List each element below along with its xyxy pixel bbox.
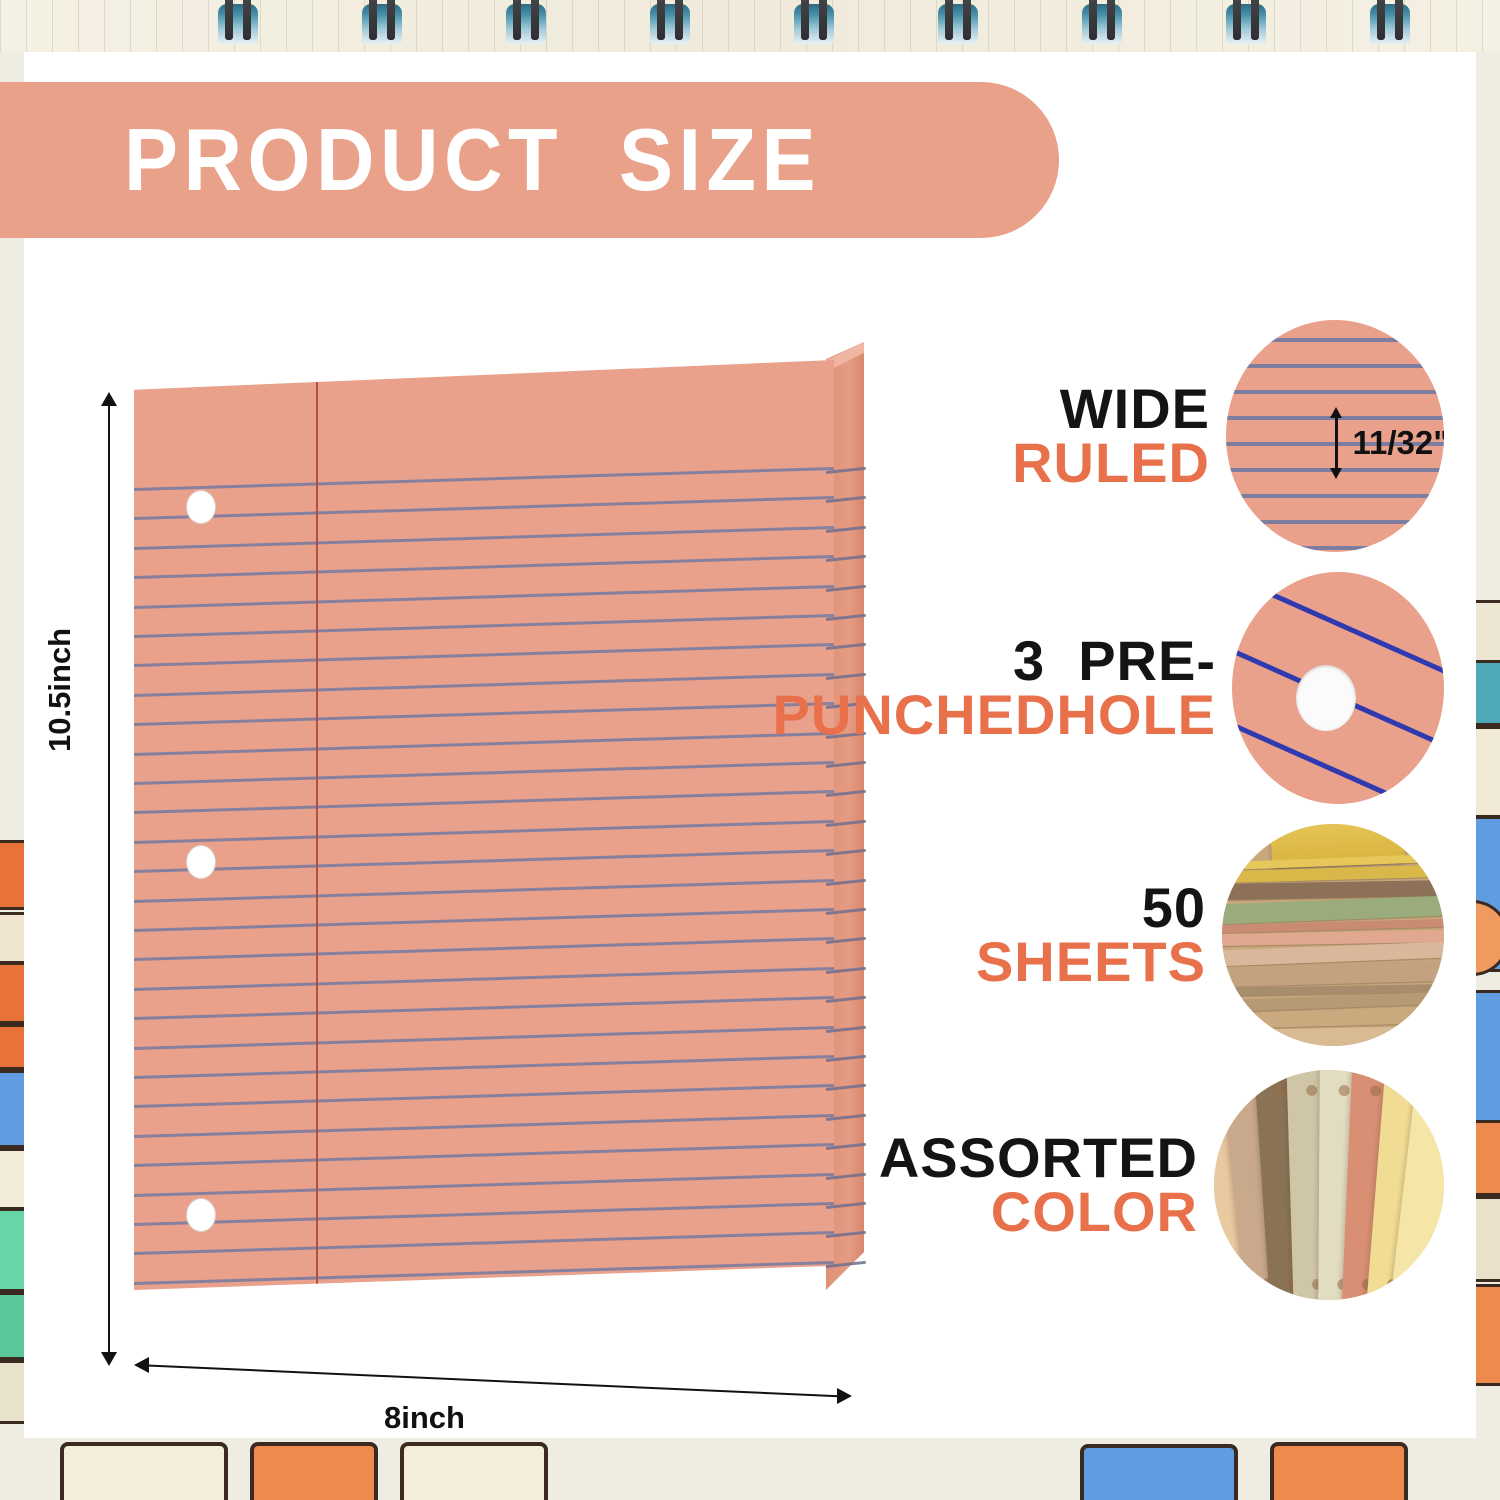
ruled-line [134, 907, 834, 932]
feature-sheet-count-line2: SHEETS [975, 930, 1206, 993]
width-arrow-head-right [837, 1388, 852, 1404]
feature-prepunched-hole-line1: 3 PRE- [1012, 629, 1216, 693]
spiral-ring [212, 0, 264, 44]
height-dimension-arrow [101, 392, 117, 1366]
swatch-ruled-line [1226, 520, 1444, 524]
line-height-measure-label: 11/32" [1352, 424, 1444, 461]
ruled-line [134, 671, 834, 697]
ruled-line [134, 642, 834, 668]
height-dimension-label: 10.5inch [42, 627, 77, 752]
ruled-line [134, 1259, 834, 1285]
ruled-lines-group [134, 360, 834, 1290]
ruled-line [134, 1171, 834, 1197]
width-arrow-bar [135, 1364, 848, 1398]
feature-prepunched-hole: 3 PRE- PUNCHEDHOLE [773, 572, 1444, 804]
feature-wide-ruled-text: WIDE RULED [1012, 377, 1226, 494]
spiral-binding [0, 0, 1500, 52]
ruled-line [134, 1083, 834, 1109]
ruled-line [134, 1112, 834, 1138]
ruled-line [134, 818, 834, 844]
background-doodle-bottom [0, 1380, 1500, 1500]
feature-sheet-count-line1: 50 [1141, 876, 1206, 940]
ruled-line [134, 583, 834, 609]
fan-sheet-punch-hole [1401, 1085, 1414, 1097]
ruled-line [134, 1024, 834, 1050]
width-dimension-arrow [134, 1357, 852, 1412]
feature-wide-ruled: WIDE RULED 11/32" [984, 320, 1444, 552]
paper-stack-photo-icon [1222, 824, 1444, 1046]
ruled-line [134, 965, 834, 991]
ruled-line [134, 701, 834, 727]
feature-assorted-color-line2: COLOR [990, 1180, 1198, 1243]
swatch-ruled-line [1226, 494, 1444, 498]
fan-sheet-punch-hole [1369, 1084, 1382, 1097]
width-dimension-label: 8inch [384, 1400, 465, 1435]
fan-sheet-punch-hole [1273, 1084, 1286, 1097]
fan-sheet-punch-hole [1338, 1084, 1350, 1096]
swatch-diagonal-line [1232, 572, 1444, 639]
ruled-line [134, 848, 834, 874]
product-size-banner: PRODUCT SIZE [0, 82, 1059, 238]
assorted-color-photo-icon [1214, 1070, 1444, 1300]
ruled-line [134, 730, 834, 756]
ruled-line [134, 1142, 834, 1168]
swatch-ruled-line [1226, 364, 1444, 368]
punch-hole [186, 490, 216, 524]
ruled-line [134, 466, 834, 491]
fan-sheet-punch-hole [1433, 1085, 1444, 1098]
ruled-line [134, 789, 834, 815]
fan-sheet-punch-hole [1214, 1084, 1222, 1098]
fan-sheet-punch-hole [1241, 1084, 1254, 1097]
ruled-line [134, 524, 834, 550]
spiral-ring [644, 0, 696, 44]
content-card: PRODUCT SIZE 10.5inch 8inch [0, 52, 1476, 1438]
punch-hole [186, 1198, 216, 1232]
ruled-line [134, 554, 834, 580]
punched-hole-dot [1295, 664, 1356, 731]
margin-line [316, 366, 318, 1284]
spiral-ring [356, 0, 408, 44]
paper-front-face [134, 360, 834, 1290]
ruled-line [134, 1230, 834, 1256]
ruled-line [134, 1201, 834, 1226]
ruled-line [134, 995, 834, 1021]
fan-sheet-punch-hole [1410, 1278, 1424, 1291]
ruled-line [134, 613, 834, 638]
spiral-ring [1220, 0, 1272, 44]
swatch-ruled-line [1226, 338, 1444, 342]
line-height-measure-arrow [1330, 407, 1342, 479]
fan-sheet-punch-hole [1306, 1084, 1318, 1097]
ruled-line [134, 495, 834, 521]
paper-stack-illustration [100, 334, 890, 1344]
feature-sheet-count: 50 SHEETS [976, 824, 1444, 1046]
spiral-ring [788, 0, 840, 44]
punched-hole-swatch-icon [1232, 572, 1444, 804]
feature-assorted-color-line1: ASSORTED [878, 1126, 1198, 1190]
swatch-ruled-line [1226, 546, 1444, 550]
punch-hole [186, 845, 216, 879]
feature-sheet-count-text: 50 SHEETS [975, 876, 1222, 993]
feature-wide-ruled-line2: RULED [1012, 431, 1210, 494]
spiral-ring [932, 0, 984, 44]
wide-ruled-swatch-icon: 11/32" [1226, 320, 1444, 552]
ruled-line [134, 936, 834, 962]
feature-wide-ruled-line1: WIDE [1059, 377, 1210, 441]
spiral-ring [1364, 0, 1416, 44]
spiral-ring [500, 0, 552, 44]
ruled-line [134, 1054, 834, 1079]
swatch-ruled-line [1226, 390, 1444, 394]
width-arrow-head-left [134, 1357, 149, 1373]
feature-assorted-color-text: ASSORTED COLOR [878, 1126, 1214, 1243]
spiral-ring [1076, 0, 1128, 44]
feature-prepunched-hole-line2: PUNCHEDHOLE [772, 683, 1216, 746]
page-title: PRODUCT SIZE [124, 110, 821, 209]
stack-sheet-layer [1222, 1025, 1444, 1046]
feature-assorted-color: ASSORTED COLOR [879, 1070, 1444, 1300]
ruled-line [134, 760, 834, 785]
ruled-line [134, 877, 834, 903]
feature-prepunched-hole-text: 3 PRE- PUNCHEDHOLE [772, 629, 1232, 746]
